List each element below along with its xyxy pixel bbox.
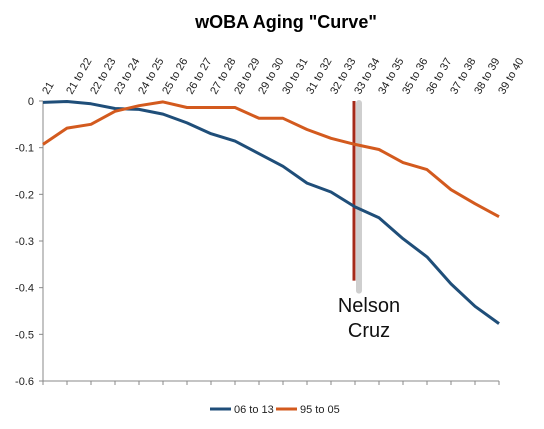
y-tick-label: -0.1 [15,143,34,155]
series-line-95-to-05 [42,100,500,219]
plot-axes [39,100,500,385]
legend-label-06-to-13: 06 to 13 [234,404,274,416]
series-line-06-to-13 [42,100,500,325]
y-tick-label: -0.2 [15,189,34,201]
y-tick-label: 0 [28,96,34,108]
y-tick-label: -0.5 [15,329,34,341]
series-lines [42,100,500,325]
y-tick-labels: 0 -0.1 -0.2 -0.3 -0.4 -0.5 -0.6 [15,96,34,388]
chart-title: wOBA Aging "Curve" [194,12,377,32]
legend: 06 to 13 95 to 05 [210,404,340,416]
legend-label-95-to-05: 95 to 05 [300,404,340,416]
annotation-line1: Nelson [338,295,400,317]
y-tick-label: -0.6 [15,376,34,388]
annotation: Nelson Cruz [338,295,400,342]
annotation-line2: Cruz [348,320,390,342]
y-tick-label: -0.4 [15,283,34,295]
player-marker [352,100,362,294]
x-tick-label: 21 [40,80,57,97]
y-tick-label: -0.3 [15,236,34,248]
